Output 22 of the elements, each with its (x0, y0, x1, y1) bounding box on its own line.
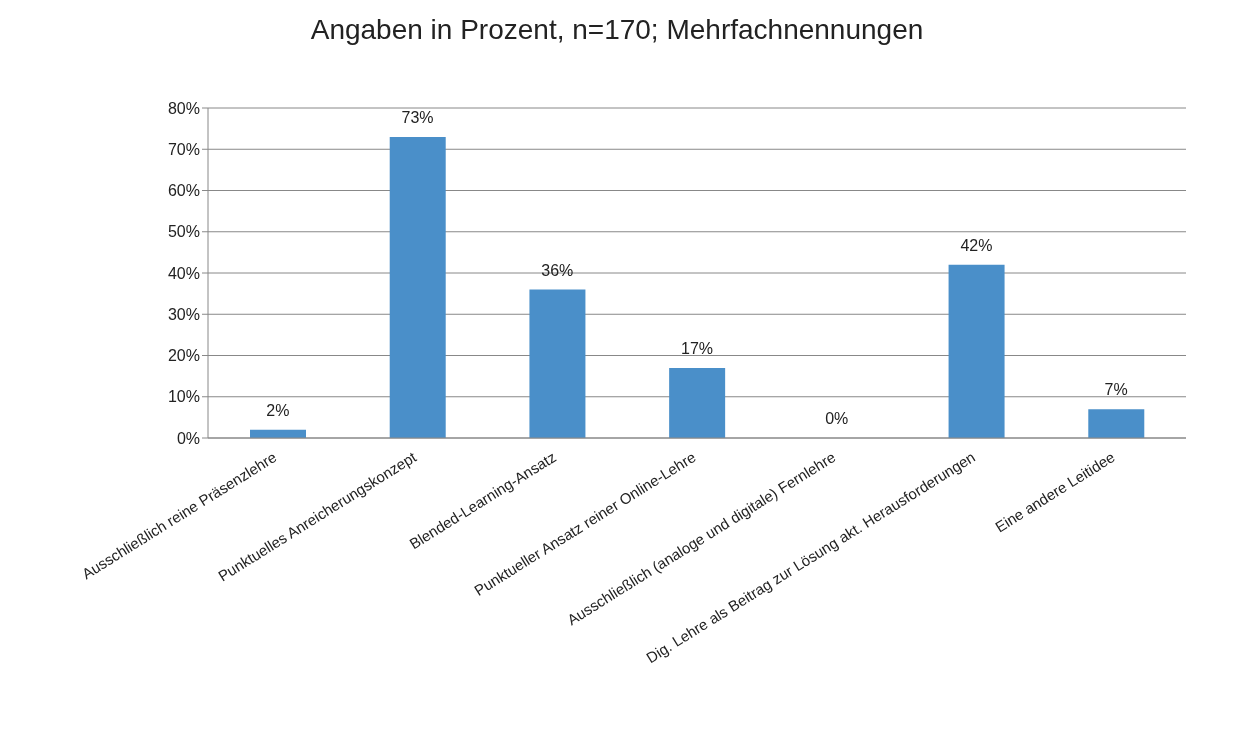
y-tick-label: 50% (167, 223, 200, 241)
bar (389, 136, 446, 438)
bar (529, 289, 586, 438)
chart-title: Angaben in Prozent, n=170; Mehrfachnennungen (309, 14, 925, 46)
bar (1088, 409, 1145, 438)
data-label: 73% (401, 108, 434, 126)
bar (669, 367, 726, 438)
y-tick-label: 30% (167, 305, 200, 323)
y-tick-label: 40% (167, 264, 200, 282)
bar (948, 264, 1005, 438)
y-tick-label: 70% (167, 140, 200, 158)
y-tick-label: 0% (176, 429, 200, 447)
y-tick-label: 20% (167, 347, 200, 365)
data-label: 0% (825, 410, 849, 427)
y-tick-label: 10% (167, 388, 200, 406)
y-tick-label: 60% (167, 182, 200, 200)
y-tick-label: 80% (167, 99, 200, 117)
data-label: 42% (960, 236, 993, 254)
data-label: 2% (266, 401, 290, 419)
data-label: 7% (1104, 381, 1128, 399)
data-label: 17% (680, 339, 714, 357)
data-label: 36% (541, 261, 574, 279)
